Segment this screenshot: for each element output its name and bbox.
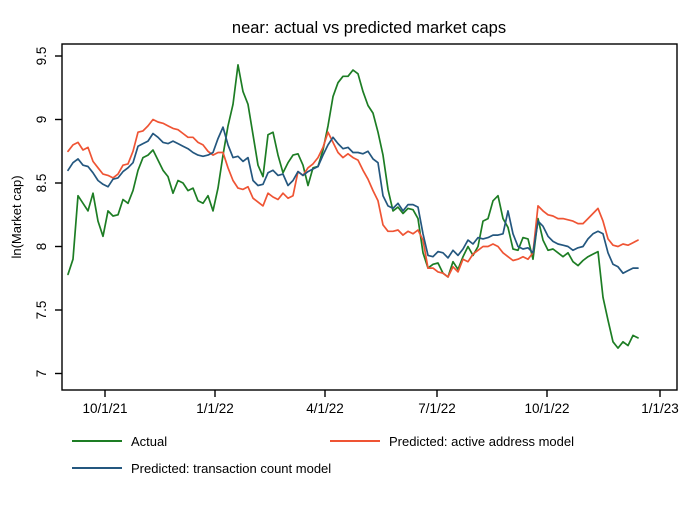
plot-frame — [61, 43, 678, 391]
x-tick-label: 7/1/22 — [418, 401, 456, 416]
y-tick-label: 8 — [34, 243, 49, 251]
series-line-transaction-count-model — [67, 126, 639, 275]
y-tick-label: 7.5 — [34, 301, 49, 320]
legend-item-transaction-count-model: Predicted: transaction count model — [72, 461, 331, 476]
chart-title: near: actual vs predicted market caps — [232, 19, 506, 37]
legend-label-transaction-count-model: Predicted: transaction count model — [131, 461, 331, 476]
legend-item-actual: Actual — [72, 434, 167, 449]
x-tick-label: 10/1/22 — [524, 401, 569, 416]
x-tick-label: 1/1/22 — [196, 401, 234, 416]
legend-item-active-address-model: Predicted: active address model — [330, 434, 574, 449]
series-line-active-address-model — [67, 118, 639, 278]
y-tick-label: 7 — [34, 370, 49, 378]
x-axis-ticks: 10/1/21 1/1/22 4/1/22 7/1/22 10/1/22 1/1/23 — [82, 390, 679, 416]
y-tick-label: 9 — [34, 116, 49, 124]
y-axis-ticks: 7 7.5 8 8.5 9 9.5 — [34, 47, 62, 378]
y-tick-label: 8.5 — [34, 174, 49, 193]
y-axis-title: ln(Market cap) — [9, 175, 24, 258]
legend-label-actual: Actual — [131, 434, 167, 449]
chart-legend: Actual Predicted: active address model P… — [72, 434, 574, 476]
x-tick-label: 10/1/21 — [82, 401, 127, 416]
legend-label-active-address-model: Predicted: active address model — [389, 434, 574, 449]
plot-series — [67, 64, 639, 349]
x-tick-label: 1/1/23 — [641, 401, 679, 416]
y-tick-label: 9.5 — [34, 47, 49, 66]
x-tick-label: 4/1/22 — [306, 401, 344, 416]
series-line-actual — [67, 64, 639, 349]
